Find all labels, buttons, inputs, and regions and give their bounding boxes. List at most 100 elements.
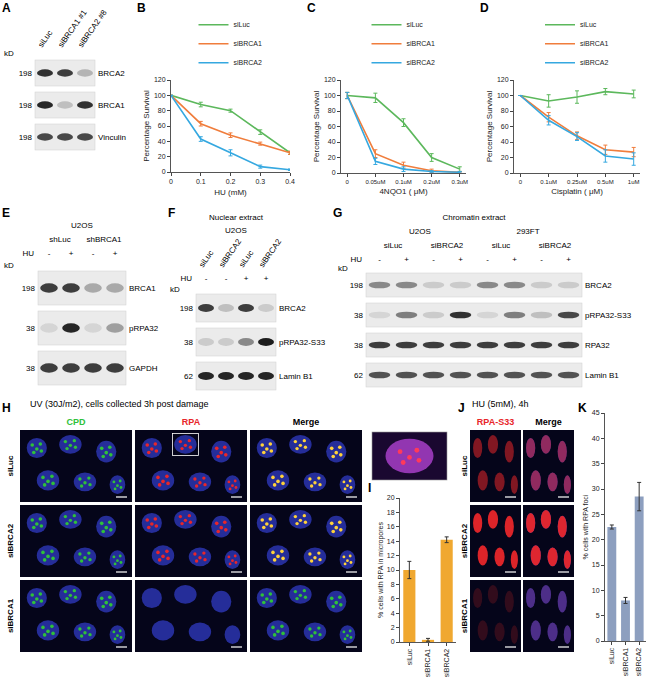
svg-text:0: 0 bbox=[169, 178, 173, 185]
svg-text:pRPA32: pRPA32 bbox=[129, 324, 159, 333]
svg-text:293FT: 293FT bbox=[516, 227, 539, 236]
svg-text:62: 62 bbox=[354, 371, 363, 380]
svg-text:kD: kD bbox=[4, 49, 14, 58]
svg-text:K: K bbox=[578, 401, 587, 415]
svg-text:1uM: 1uM bbox=[628, 179, 640, 185]
svg-text:120: 120 bbox=[324, 76, 336, 83]
svg-text:100: 100 bbox=[154, 92, 166, 99]
svg-text:18: 18 bbox=[387, 509, 395, 516]
svg-text:siBRCA2: siBRCA2 bbox=[580, 59, 609, 66]
svg-text:+: + bbox=[512, 255, 517, 264]
svg-text:siBRCA1: siBRCA1 bbox=[407, 40, 436, 47]
svg-text:BRCA1: BRCA1 bbox=[129, 284, 156, 293]
svg-text:kD: kD bbox=[170, 285, 180, 294]
svg-text:0: 0 bbox=[505, 169, 509, 176]
svg-text:120: 120 bbox=[497, 76, 509, 83]
svg-text:40: 40 bbox=[592, 435, 600, 442]
svg-text:40: 40 bbox=[501, 138, 509, 145]
svg-text:16: 16 bbox=[387, 523, 395, 530]
svg-text:A: A bbox=[2, 1, 11, 15]
svg-text:80: 80 bbox=[328, 107, 336, 114]
svg-text:0.3uM: 0.3uM bbox=[451, 179, 468, 185]
svg-text:0: 0 bbox=[346, 179, 350, 185]
svg-text:198: 198 bbox=[19, 101, 33, 110]
svg-text:45: 45 bbox=[592, 409, 600, 416]
svg-text:20: 20 bbox=[387, 494, 395, 501]
svg-text:0: 0 bbox=[332, 169, 336, 176]
svg-text:H: H bbox=[2, 401, 11, 415]
svg-text:siLuc: siLuc bbox=[6, 455, 15, 476]
svg-text:HU: HU bbox=[22, 249, 34, 258]
svg-text:RPA32: RPA32 bbox=[585, 341, 610, 350]
svg-text:U2OS: U2OS bbox=[225, 226, 247, 235]
svg-text:D: D bbox=[480, 1, 489, 15]
svg-text:38: 38 bbox=[26, 364, 35, 373]
svg-text:Vinculin: Vinculin bbox=[98, 133, 126, 142]
svg-text:I: I bbox=[368, 481, 371, 495]
svg-text:siBRCA1 #1: siBRCA1 #1 bbox=[56, 8, 89, 49]
svg-text:0.1uM: 0.1uM bbox=[395, 179, 412, 185]
svg-text:5: 5 bbox=[596, 612, 600, 619]
svg-text:0.3: 0.3 bbox=[255, 178, 265, 185]
svg-text:siBRCA2: siBRCA2 bbox=[443, 649, 450, 678]
svg-text:UV (30J/m2), cells collected 3: UV (30J/m2), cells collected 3h post dam… bbox=[30, 399, 209, 409]
svg-text:siLuc: siLuc bbox=[460, 455, 469, 476]
svg-text:-: - bbox=[378, 255, 381, 264]
svg-text:38: 38 bbox=[354, 341, 363, 350]
svg-text:shBRCA1: shBRCA1 bbox=[86, 235, 122, 244]
svg-text:siBRCA2: siBRCA2 bbox=[460, 523, 469, 558]
svg-text:Merge: Merge bbox=[535, 417, 562, 427]
svg-text:40: 40 bbox=[328, 138, 336, 145]
svg-text:+: + bbox=[113, 249, 118, 258]
svg-text:100: 100 bbox=[497, 92, 509, 99]
svg-text:20: 20 bbox=[158, 153, 166, 160]
svg-text:198: 198 bbox=[180, 304, 194, 313]
svg-text:-: - bbox=[486, 255, 489, 264]
svg-text:-: - bbox=[225, 274, 228, 283]
svg-text:62: 62 bbox=[184, 372, 193, 381]
svg-text:20: 20 bbox=[501, 154, 509, 161]
svg-text:+: + bbox=[264, 274, 269, 283]
svg-text:Lamin B1: Lamin B1 bbox=[585, 371, 619, 380]
svg-text:38: 38 bbox=[354, 311, 363, 320]
svg-text:2: 2 bbox=[391, 624, 395, 631]
svg-text:BRCA2: BRCA2 bbox=[279, 304, 306, 313]
svg-text:siBRCA1: siBRCA1 bbox=[580, 40, 609, 47]
svg-text:-: - bbox=[92, 249, 95, 258]
svg-text:0: 0 bbox=[596, 637, 600, 644]
svg-text:80: 80 bbox=[501, 107, 509, 114]
svg-text:CPD: CPD bbox=[66, 417, 86, 427]
svg-text:siBRCA2: siBRCA2 bbox=[6, 523, 15, 558]
svg-text:+: + bbox=[404, 255, 409, 264]
svg-text:siLuc: siLuc bbox=[407, 21, 424, 28]
svg-text:+: + bbox=[566, 255, 571, 264]
svg-text:siLuc: siLuc bbox=[197, 249, 215, 269]
svg-text:60: 60 bbox=[328, 123, 336, 130]
svg-text:198: 198 bbox=[19, 133, 33, 142]
svg-text:Nuclear extract: Nuclear extract bbox=[209, 213, 264, 222]
svg-text:0.25uM: 0.25uM bbox=[567, 179, 587, 185]
svg-text:0: 0 bbox=[519, 179, 523, 185]
svg-text:0.1: 0.1 bbox=[196, 178, 206, 185]
svg-text:12: 12 bbox=[387, 552, 395, 559]
svg-text:0: 0 bbox=[391, 638, 395, 645]
svg-text:-: - bbox=[432, 255, 435, 264]
svg-text:siLuc: siLuc bbox=[237, 249, 255, 269]
svg-text:198: 198 bbox=[350, 281, 364, 290]
svg-text:30: 30 bbox=[592, 485, 600, 492]
svg-text:siLuc: siLuc bbox=[234, 21, 251, 28]
svg-text:siBRCA1: siBRCA1 bbox=[424, 649, 431, 678]
svg-text:BRCA2: BRCA2 bbox=[585, 281, 612, 290]
svg-text:BRCA2: BRCA2 bbox=[98, 69, 125, 78]
svg-text:HU (mM): HU (mM) bbox=[214, 188, 247, 197]
svg-text:U2OS: U2OS bbox=[71, 221, 93, 230]
svg-text:siLuc: siLuc bbox=[36, 29, 54, 49]
svg-text:% cells with RPA in micropores: % cells with RPA in micropores bbox=[377, 522, 385, 618]
svg-text:-: - bbox=[48, 249, 51, 258]
svg-text:siBRCA1: siBRCA1 bbox=[234, 40, 263, 47]
svg-text:shLuc: shLuc bbox=[49, 235, 70, 244]
svg-text:40: 40 bbox=[158, 138, 166, 145]
svg-text:siLuc: siLuc bbox=[492, 241, 511, 250]
svg-text:0.5uM: 0.5uM bbox=[597, 179, 614, 185]
svg-text:4NQO1 ( μM): 4NQO1 ( μM) bbox=[379, 187, 428, 196]
